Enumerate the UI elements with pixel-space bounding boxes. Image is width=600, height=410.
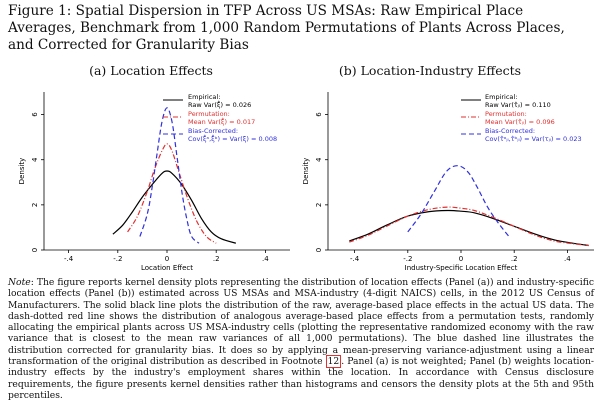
chart-a-legend-corrected-name: Bias-Corrected:: [188, 127, 238, 135]
chart-a-ylabel: Density: [18, 158, 26, 185]
chart-a-ytick-label: 4: [31, 157, 39, 162]
chart-b-series-group: [349, 165, 589, 247]
chart-b-frame: [327, 92, 594, 251]
figure-note: Note: The figure reports kernel density …: [8, 277, 594, 401]
chart-b-svg: 0 2 4 6 -.4 -.2 0 .2 .4 Density Industry-Specif…: [302, 92, 594, 272]
chart-a-legend-permutation-value: Mean Var(ξ̂) = 0.017: [188, 117, 255, 126]
chart-a-series-empirical: [112, 170, 237, 244]
chart-b-legend-empirical-name: Empirical:: [485, 93, 517, 101]
chart-b-xtick-label: 0: [459, 255, 463, 263]
chart-a-legend-empirical-name: Empirical:: [188, 93, 220, 101]
chart-a-xticks: -.4 -.2 0 .2 .4: [64, 250, 269, 263]
chart-a-xtick-label: .4: [262, 255, 269, 263]
chart-a-legend: Empirical: Raw Var(ξ̂) = 0.026 Permutati…: [163, 93, 277, 143]
chart-b-ytick-label: 6: [315, 112, 323, 117]
chart-a-series-group: [112, 107, 237, 244]
chart-b-series-permutation: [349, 206, 589, 247]
chart-a-ytick-label: 2: [31, 203, 39, 207]
chart-panel-b: 0 2 4 6 -.4 -.2 0 .2 .4 Density Industry-Specif…: [298, 84, 598, 274]
chart-b-xlabel: Industry-Specific Location Effect: [405, 264, 518, 272]
chart-a-yticks: 0 2 4 6: [31, 112, 44, 252]
chart-a-legend-empirical-value: Raw Var(ξ̂) = 0.026: [188, 100, 251, 109]
chart-b-ylabel: Density: [302, 158, 310, 185]
chart-a-series-bias-corrected: [139, 107, 200, 244]
chart-b-legend: Empirical: Raw Var(τ̂ⱼₗ) = 0.110 Permuta…: [461, 93, 582, 143]
chart-b-ytick-label: 0: [315, 248, 323, 252]
chart-b-series-bias-corrected: [407, 165, 510, 237]
chart-b-legend-permutation-name: Permutation:: [485, 110, 527, 118]
chart-a-xtick-label: .2: [213, 255, 220, 263]
chart-a-legend-corrected-value: Cov(ξ̂ᵃ,ξ̂ᵇ) = Var(ξ) = 0.008: [188, 134, 277, 143]
note-text-part2: . Panel (a) is not weighted; Panel (b) w…: [8, 356, 594, 401]
chart-b-yticks: 0 2 4 6: [315, 112, 328, 252]
footnote-link[interactable]: 12: [325, 355, 342, 369]
chart-b-legend-corrected-value: Cov(τ̂ᵃⱼₗ,τ̂ᵇⱼₗ) = Var(τⱼₗ) = 0.023: [485, 135, 582, 143]
chart-b-xticks: -.4 -.2 0 .2 .4: [350, 250, 571, 263]
panel-b-title: (b) Location-Industry Effects: [338, 63, 522, 78]
chart-a-legend-permutation-name: Permutation:: [188, 110, 230, 118]
chart-b-xtick-label: .4: [564, 255, 571, 263]
chart-a-xtick-label: -.2: [113, 255, 122, 263]
chart-a-xtick-label: -.4: [64, 255, 74, 263]
chart-a-svg: 0 2 4 6 -.4 -.2 0 .2 .4 Density Location Effect…: [18, 92, 290, 272]
chart-b-ytick-label: 2: [315, 203, 323, 207]
panel-a-title: (a) Location Effects: [89, 63, 213, 78]
chart-a-xlabel: Location Effect: [141, 264, 193, 272]
chart-b-xtick-label: -.4: [350, 255, 360, 263]
chart-a-xtick-label: 0: [165, 255, 169, 263]
chart-a-ytick-label: 6: [31, 112, 39, 117]
note-text-part1: : The figure reports kernel density plot…: [8, 277, 594, 368]
chart-b-xtick-label: -.2: [403, 255, 412, 263]
chart-b-ytick-label: 4: [315, 157, 323, 162]
note-label: Note: [8, 277, 31, 288]
chart-a-ytick-label: 0: [31, 248, 39, 252]
chart-a-series-permutation: [127, 143, 217, 244]
chart-b-series-empirical: [349, 209, 589, 247]
chart-b-xtick-label: .2: [511, 255, 518, 263]
chart-b-legend-empirical-value: Raw Var(τ̂ⱼₗ) = 0.110: [485, 101, 551, 109]
chart-b-legend-permutation-value: Mean Var(τ̂ⱼₗ) = 0.096: [485, 118, 555, 126]
figure-title: Figure 1: Spatial Dispersion in TFP Acro…: [8, 3, 565, 53]
chart-b-legend-corrected-name: Bias-Corrected:: [485, 127, 535, 135]
chart-panel-a: 0 2 4 6 -.4 -.2 0 .2 .4 Density Location Effect…: [2, 84, 302, 274]
